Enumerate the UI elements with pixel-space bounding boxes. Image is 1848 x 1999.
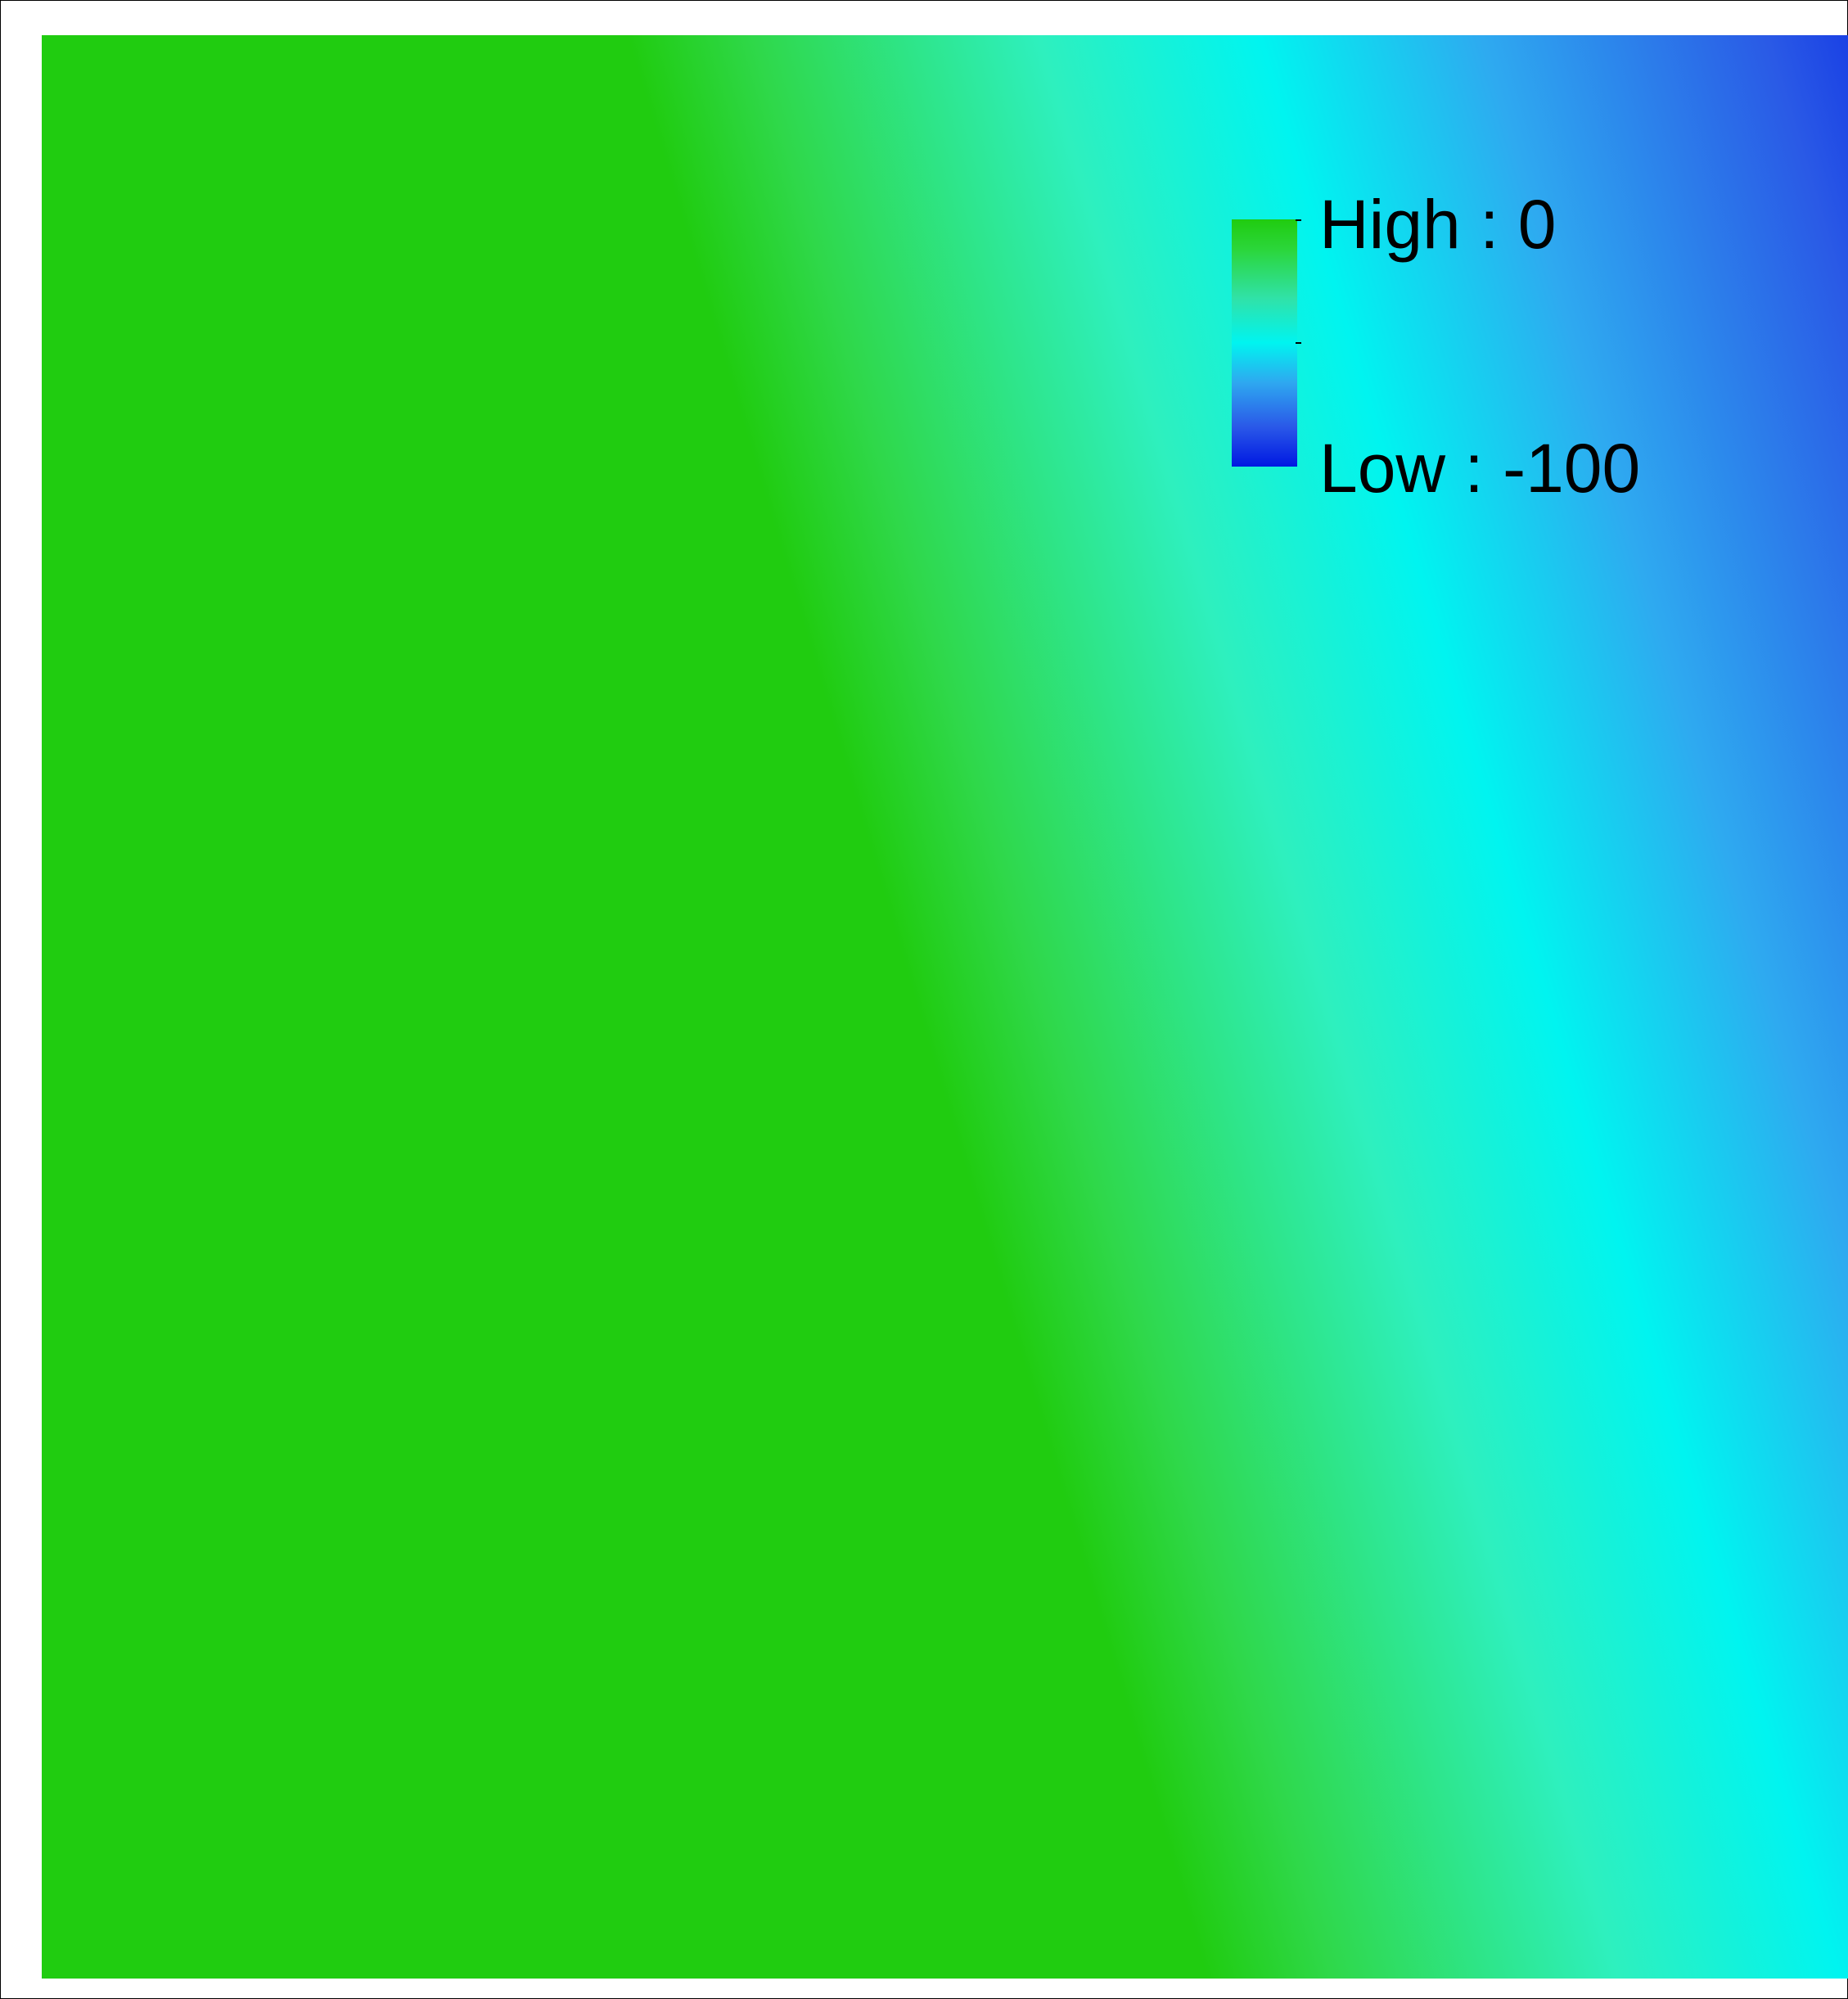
legend-color-ramp [1232, 219, 1297, 467]
legend-tick-high [1296, 219, 1301, 221]
legend-tick-mid [1296, 342, 1301, 344]
legend-label-high: High : 0 [1319, 186, 1557, 263]
legend-label-low: Low : -100 [1319, 430, 1641, 507]
elevation-raster [42, 35, 1848, 1979]
